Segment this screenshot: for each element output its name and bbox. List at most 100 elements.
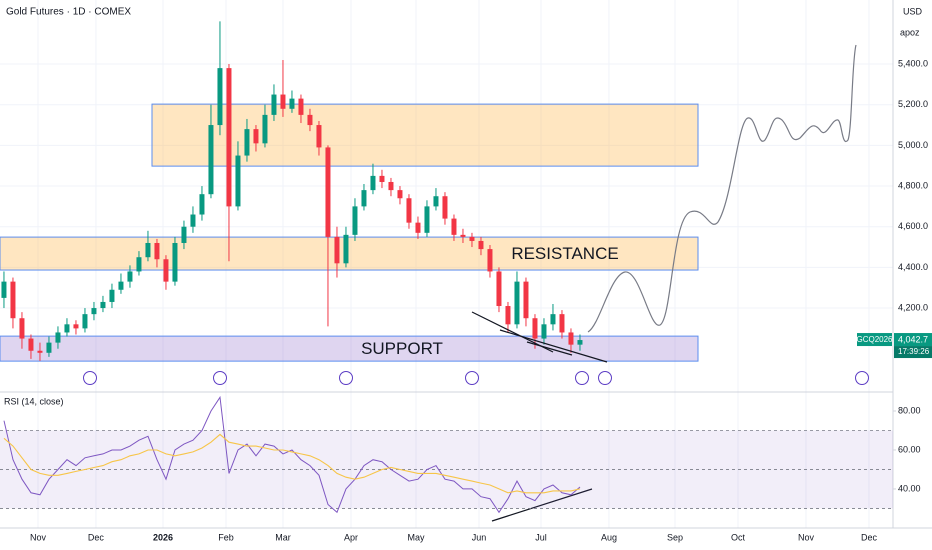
- candle-body: [244, 129, 250, 156]
- candle-body: [37, 350, 43, 353]
- zone: [0, 236, 699, 271]
- candle-body: [118, 281, 124, 290]
- candle-body: [190, 214, 196, 227]
- x-tick-label: Apr: [344, 532, 358, 542]
- candle-body: [145, 242, 151, 258]
- x-tick-label: Nov: [30, 532, 47, 542]
- event-icon[interactable]: [598, 371, 612, 385]
- candle-body: [235, 155, 241, 207]
- candle-body: [451, 218, 457, 235]
- x-tick-label: Mar: [275, 532, 291, 542]
- candle-body: [361, 190, 367, 207]
- candle-body: [253, 129, 259, 144]
- rsi-line: [3, 395, 581, 514]
- rsi-pane: 80.00 60.00 40.00: [0, 395, 921, 514]
- y-tick-label: 60.00: [898, 444, 921, 454]
- candle-body: [442, 196, 448, 219]
- candle-body: [379, 175, 385, 182]
- candle-body: [298, 98, 304, 115]
- candle-body: [343, 234, 349, 264]
- candle-body: [10, 281, 16, 319]
- candle-body: [163, 259, 169, 282]
- x-tick-label: May: [407, 532, 425, 542]
- candle-body: [388, 181, 394, 191]
- y-tick-label: 4,200.0: [898, 302, 928, 312]
- trend-line: [526, 341, 573, 356]
- rsi-title: RSI (14, close): [4, 396, 64, 406]
- symbol-tag-text: GCQ2026: [856, 335, 893, 344]
- candle-body: [334, 236, 340, 264]
- y-tick-label: 40.00: [898, 483, 921, 493]
- candle-body: [217, 68, 223, 126]
- candle-body: [289, 98, 295, 109]
- candle-body: [127, 271, 133, 282]
- projection-path: [587, 44, 857, 333]
- price-tag: [894, 333, 932, 347]
- candle-body: [352, 206, 358, 235]
- candle-body: [514, 281, 520, 325]
- x-tick-label: 2026: [153, 532, 173, 542]
- event-icon[interactable]: [339, 371, 353, 385]
- event-icon[interactable]: [465, 371, 479, 385]
- candle-body: [460, 234, 466, 237]
- zones: [0, 103, 699, 362]
- candle-body: [550, 314, 556, 325]
- countdown-text: 17:39:26: [898, 347, 930, 356]
- event-icon[interactable]: [83, 371, 97, 385]
- candle-body: [433, 196, 439, 207]
- candle-body: [82, 314, 88, 329]
- x-tick-label: Sep: [667, 532, 683, 542]
- y-tick-label: 5,000.0: [898, 140, 928, 150]
- candle-body: [487, 249, 493, 272]
- candle-body: [91, 308, 97, 315]
- candle-body: [505, 306, 511, 325]
- candle-body: [226, 68, 232, 207]
- candle-body: [280, 94, 286, 109]
- user: apoz: [900, 27, 920, 37]
- event-icon[interactable]: [575, 371, 589, 385]
- candle-body: [199, 194, 205, 215]
- candle-body: [271, 94, 277, 115]
- x-tick-label: Jun: [472, 532, 487, 542]
- grid: [0, 0, 893, 528]
- event-icon[interactable]: [855, 371, 869, 385]
- x-tick-label: Feb: [218, 532, 234, 542]
- x-tick-label: Jul: [535, 532, 547, 542]
- y-tick-label: 4,600.0: [898, 221, 928, 231]
- candle-body: [568, 332, 574, 345]
- candles: [1, 21, 583, 361]
- candle-body: [469, 236, 475, 241]
- chart-title: Gold Futures · 1D · COMEX: [6, 7, 131, 18]
- zone-label: SUPPORT: [361, 339, 443, 358]
- x-tick-label: Dec: [88, 532, 105, 542]
- candle-body: [559, 314, 565, 333]
- candle-body: [172, 242, 178, 282]
- candle-body: [136, 257, 142, 272]
- candle-body: [181, 226, 187, 243]
- candle-body: [316, 125, 322, 148]
- y-tick-label: 4,400.0: [898, 262, 928, 272]
- candle-body: [577, 340, 583, 345]
- candle-body: [1, 281, 7, 298]
- symbol-tag: [857, 333, 892, 347]
- candle-body: [28, 338, 34, 351]
- candle-body: [541, 324, 547, 339]
- x-tick-label: Oct: [731, 532, 746, 542]
- y-tick-label: 80.00: [898, 405, 921, 415]
- candle-body: [496, 271, 502, 307]
- candle-body: [406, 198, 412, 223]
- candle-body: [325, 147, 331, 237]
- y-tick-label: 5,200.0: [898, 99, 928, 109]
- rsi-trend-line: [491, 488, 593, 522]
- candle-body: [46, 342, 52, 353]
- currency: USD: [903, 6, 923, 16]
- price-tag-text: 4,042.7: [898, 334, 928, 344]
- candle-body: [154, 242, 160, 260]
- y-tick-label: 5,400.0: [898, 58, 928, 68]
- candle-body: [415, 222, 421, 233]
- candle-body: [424, 206, 430, 233]
- zone: [151, 103, 699, 167]
- event-icon[interactable]: [213, 371, 227, 385]
